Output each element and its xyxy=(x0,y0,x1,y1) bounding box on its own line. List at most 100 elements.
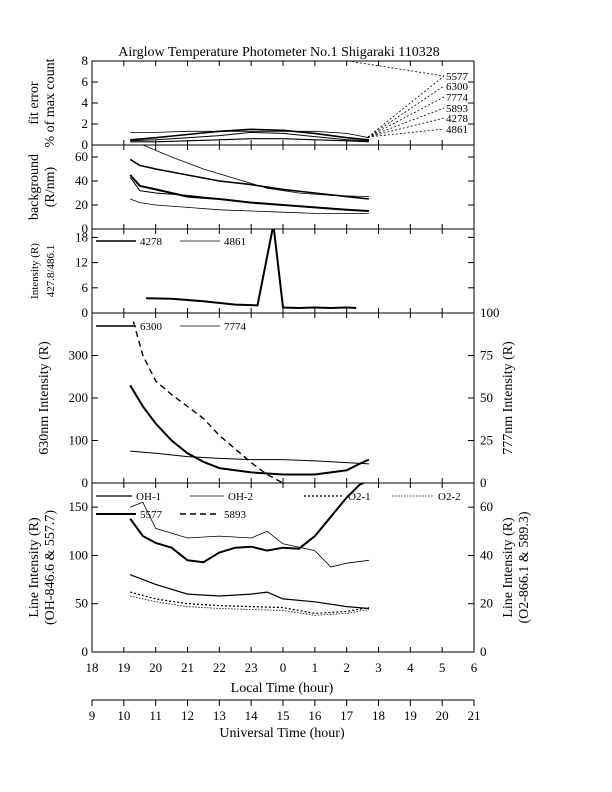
y-axis-label: 630nm Intensity (R) xyxy=(37,341,52,455)
legend-label-O2-1: O2-1 xyxy=(348,491,371,503)
series-group xyxy=(146,229,357,310)
y2-tick-label: 50 xyxy=(480,390,493,405)
series-line-5577 xyxy=(129,483,366,564)
series-line-series-5 xyxy=(141,145,369,197)
x-tick-label-universal: 12 xyxy=(181,708,194,723)
y2-axis-label: (O2-866.1 & 589.3) xyxy=(517,511,532,623)
series-line-7774 xyxy=(130,450,369,465)
y-tick-label: 6 xyxy=(82,280,89,295)
x-tick-label-local: 5 xyxy=(439,660,446,675)
y2-tick-label: 60 xyxy=(480,499,493,514)
series-line-5577 xyxy=(130,131,369,142)
x-tick-label-local: 23 xyxy=(245,660,258,675)
legend-label-4278: 4278 xyxy=(140,236,163,248)
legend-label-5893: 5893 xyxy=(446,103,469,115)
legend-leader xyxy=(367,75,445,138)
legend-label-7774: 7774 xyxy=(446,92,469,104)
legend-label-O2-2: O2-2 xyxy=(438,491,461,503)
x-tick-label-local: 20 xyxy=(149,660,162,675)
legend-leader xyxy=(367,107,445,138)
legend-label-4278: 4278 xyxy=(446,113,469,125)
y2-axis-label: 777nm Intensity (R) xyxy=(501,341,516,455)
y-tick-label: 150 xyxy=(69,499,89,514)
y-tick-label: 50 xyxy=(75,596,88,611)
series-line-6300 xyxy=(129,384,370,476)
series-line-series-4 xyxy=(130,198,369,214)
x-axis-label-universal: Universal Time (hour) xyxy=(219,726,345,741)
panel-background: 0 20 40 60 background (R/nm) xyxy=(27,144,475,236)
y2-tick-label: 100 xyxy=(480,305,500,320)
x-tick-label-local: 19 xyxy=(117,660,130,675)
x-tick-label-local: 22 xyxy=(213,660,226,675)
x-tick-label-local: 1 xyxy=(312,660,319,675)
y2-tick-label: 0 xyxy=(480,475,487,490)
series-line-4278 xyxy=(146,229,357,310)
x-tick-label-local: 3 xyxy=(375,660,382,675)
legend-label-4861: 4861 xyxy=(446,124,468,136)
x-tick-label-universal: 19 xyxy=(404,708,417,723)
y-axis-label: 427.8/486.1 xyxy=(45,245,57,298)
y-tick-label: 300 xyxy=(69,348,89,363)
legend-label-6300: 6300 xyxy=(140,321,163,333)
series-line-series-1 xyxy=(129,158,369,200)
series-line-OH-2 xyxy=(130,501,369,568)
series-line-7774 xyxy=(130,130,369,139)
y-tick-label: 4 xyxy=(82,95,89,110)
x-tick-label-local: 18 xyxy=(86,660,99,675)
y-tick-label: 60 xyxy=(75,149,88,164)
legend-label-5577: 5577 xyxy=(446,71,469,83)
y-tick-label: 100 xyxy=(69,547,89,562)
x-tick-label-universal: 20 xyxy=(436,708,449,723)
legend-label-4861: 4861 xyxy=(224,236,246,248)
x-tick-label-local: 6 xyxy=(471,660,478,675)
y2-tick-label: 75 xyxy=(480,348,493,363)
y2-tick-label: 25 xyxy=(480,433,493,448)
x-tick-label-local: 21 xyxy=(181,660,194,675)
y-tick-label: 0 xyxy=(82,305,89,320)
x-tick-label-universal: 14 xyxy=(245,708,259,723)
series-group xyxy=(129,483,370,616)
y-tick-label: 0 xyxy=(82,137,89,152)
series-line-series-3 xyxy=(129,177,369,212)
y-tick-label: 200 xyxy=(69,390,89,405)
y-axis-label: (OH-846.6 & 557.7) xyxy=(43,510,58,625)
x-tick-label-universal: 16 xyxy=(308,708,322,723)
y-axis-label: background xyxy=(27,154,42,220)
y-axis-label: Intensity (R) xyxy=(29,243,41,299)
legend-label-5893: 5893 xyxy=(224,509,247,521)
series-group xyxy=(130,128,369,143)
chart-title: Airglow Temperature Photometer No.1 Shig… xyxy=(118,45,439,60)
x-tick-label-local: 2 xyxy=(343,660,350,675)
series-line-OH-1 xyxy=(129,574,369,610)
panel-fit-error: 0 2 4 6 8 fit error% of max count 557763007774… xyxy=(27,53,475,152)
y-axis-label: fit error xyxy=(27,81,42,124)
y2-axis-label: Line Intensity (R) xyxy=(501,517,516,618)
legend-leader xyxy=(367,128,445,138)
y-tick-label: 100 xyxy=(69,433,89,448)
y-tick-label: 20 xyxy=(75,197,88,212)
legend-label-7774: 7774 xyxy=(224,321,247,333)
panel-frame xyxy=(91,312,475,484)
y-tick-label: 6 xyxy=(82,74,89,89)
y-tick-label: 12 xyxy=(75,255,88,270)
x-tick-label-universal: 13 xyxy=(213,708,226,723)
panel-intensity-427-486: 0 6 12 18 Intensity (R) 427.8/486.1 4278 4861 xyxy=(29,228,475,320)
x-tick-label-universal: 21 xyxy=(468,708,481,723)
x-tick-label-universal: 17 xyxy=(340,708,354,723)
x-axes: 18 19 20 21 22 23 0 1 2 3 4 5 69 10 11 12 13 14 15 16 17 18 19… xyxy=(86,660,481,723)
x-tick-label-local: 4 xyxy=(407,660,414,675)
y-axis-label: (R/nm) xyxy=(43,166,58,207)
series-line-O2-2 xyxy=(130,595,369,616)
panel-intensity-630-777: 0 100 200 300 0 25 50 75 100 630nm Intensity (R) 7… xyxy=(37,305,516,490)
y-tick-label: 0 xyxy=(82,221,89,236)
x-tick-label-universal: 11 xyxy=(149,708,162,723)
legend-label-5577: 5577 xyxy=(140,509,163,521)
y-tick-label: 8 xyxy=(82,53,89,68)
legend-label-6300: 6300 xyxy=(446,81,469,93)
y2-tick-label: 0 xyxy=(480,644,487,659)
y-tick-label: 2 xyxy=(82,116,89,131)
series-line-5893 xyxy=(130,138,369,143)
series-group xyxy=(129,145,369,214)
y-axis-label: Line Intensity (R) xyxy=(27,517,42,618)
